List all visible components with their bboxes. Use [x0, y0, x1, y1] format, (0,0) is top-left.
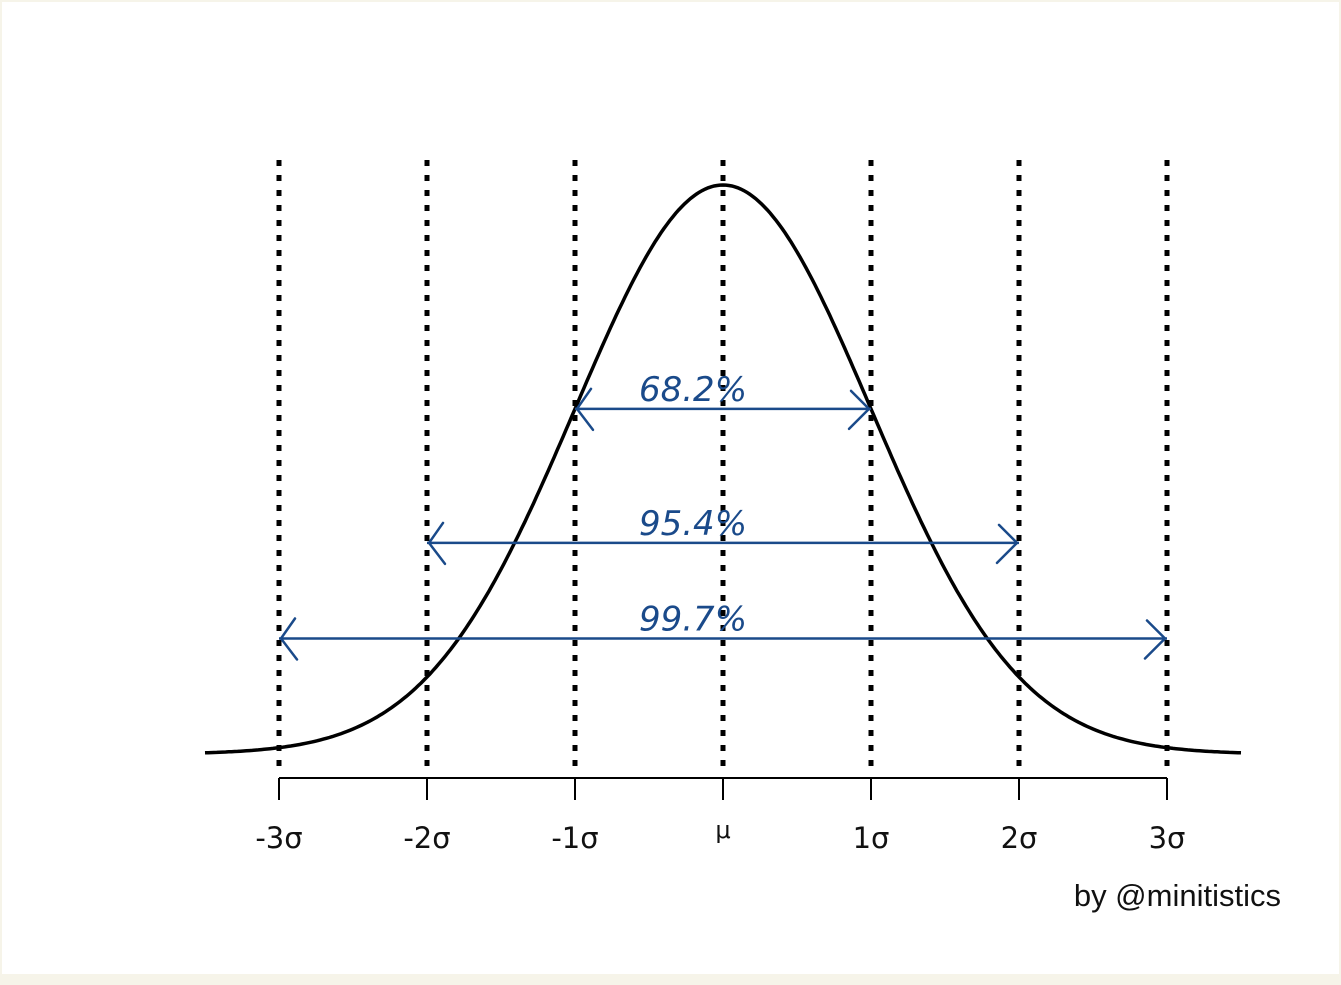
- annotation-arrowhead-right-1: [995, 523, 1019, 565]
- x-tick-label-1: -2σ: [403, 821, 450, 855]
- x-tick-label-6: 3σ: [1149, 821, 1186, 855]
- credit-text: by @minitistics: [1073, 878, 1281, 913]
- x-tick-label-3: μ: [715, 816, 730, 844]
- annotation-label-1: 95.4%: [639, 504, 747, 544]
- x-tick-label-4: 1σ: [853, 821, 890, 855]
- x-tick-label-0: -3σ: [255, 821, 302, 855]
- x-tick-label-5: 2σ: [1001, 821, 1038, 855]
- annotation-arrowhead-right-0: [847, 389, 871, 431]
- density-curve: [204, 183, 1242, 755]
- annotation-arrowhead-left-1: [427, 521, 447, 566]
- annotation-arrowhead-right-2: [1143, 619, 1167, 660]
- annotation-label-2: 99.7%: [639, 599, 747, 639]
- annotation-arrowhead-left-2: [279, 617, 299, 661]
- annotation-arrowhead-left-0: [575, 387, 595, 432]
- x-tick-label-2: -1σ: [551, 821, 598, 855]
- annotation-label-0: 68.2%: [639, 370, 747, 410]
